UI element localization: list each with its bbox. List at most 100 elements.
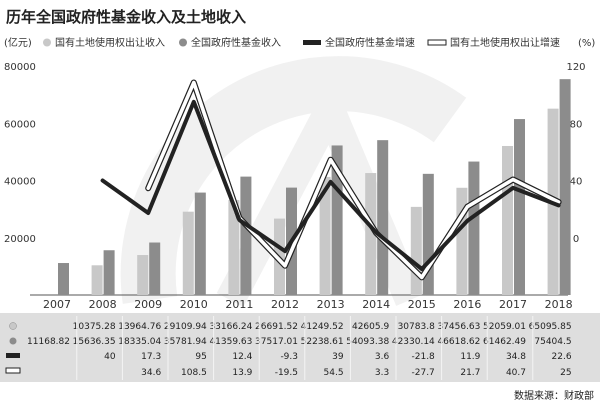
x-tick-label-2007: 2007 [43,298,71,311]
table-cell: -21.8 [412,352,436,362]
table-cell: 11.9 [460,352,480,362]
bar-fund-2015 [422,173,434,295]
table-cell: 42605.9 [352,322,389,332]
table-cell: 12.4 [232,352,252,362]
y-right-tick-label: 80 [570,119,583,130]
table-cell: 22.6 [552,352,572,362]
table-cell: 3.6 [375,352,390,362]
land-growth-line [146,80,561,280]
row-fund-marker [9,337,17,345]
bar-fund-2013 [331,145,343,295]
bar-land-2016 [456,187,468,295]
table-cell: 10375.28 [73,322,116,332]
table-cell: 108.5 [181,368,207,378]
bar-land-2009 [137,255,149,295]
bar-fund-2010 [194,192,206,295]
legend-land-growth-label: 国有土地使用权出让增速 [450,36,560,49]
x-axis-labels: 2007 2008 2009 2010 2011 2012 2013 2014 2015 2016… [43,298,573,311]
legend-fund-growth-marker [303,40,321,45]
y-left-tick-label: 80000 [4,62,36,73]
x-tick-label-2009: 2009 [134,298,162,311]
bar-fund-2016 [468,161,480,295]
legend-land-marker [43,38,51,47]
row-land-marker [9,322,17,330]
table-cell: 13.9 [232,368,252,378]
table-cell: 34.6 [141,368,161,378]
table-cell: 37456.63 [437,322,480,332]
table-cell: 75404.5 [534,337,571,347]
table-cell: 41249.52 [301,322,344,332]
bar-land-2015 [410,206,422,295]
x-tick-label-2017: 2017 [499,298,527,311]
chart-title: 历年全国政府性基金收入及土地收入 [6,8,246,26]
table-cell: 3.3 [375,368,389,378]
data-table-row-markers [5,322,21,374]
legend: (亿元) 国有土地使用权出让收入 全国政府性基金收入 全国政府性基金增速 国有土… [4,36,595,49]
x-tick-label-2013: 2013 [317,298,345,311]
table-cell: 15636.35 [73,337,116,347]
table-cell: 25 [560,368,571,378]
row-land-growth-marker [5,367,21,374]
x-tick-label-2012: 2012 [271,298,299,311]
table-cell: 41359.63 [209,337,252,347]
legend-unit-right: (%) [578,38,595,49]
source-note: 数据来源：财政部 [514,389,594,402]
bar-fund-2017 [514,119,525,295]
y-right-tick-label: 40 [570,177,583,188]
bar-land-2008 [91,265,103,295]
fund-growth-line [100,99,561,271]
y-right-tick-label: 0 [573,234,579,245]
table-cell: 13964.76 [118,322,161,332]
legend-fund-growth-label: 全国政府性基金增速 [325,36,415,49]
table-cell: 39 [332,352,344,362]
x-tick-label-2018: 2018 [545,298,573,311]
data-table: 10375.28 13964.76 29109.94 33166.24 26691.52… [27,316,572,380]
watermark-arc [120,56,467,304]
legend-fund-label: 全国政府性基金收入 [191,36,281,49]
data-table-panel [0,313,600,382]
table-cell: 61462.49 [483,337,526,347]
bar-land-2010 [182,211,194,295]
table-cell: -27.7 [412,368,435,378]
table-cell: 52238.61 [301,337,344,347]
table-cell: -9.3 [280,352,298,362]
table-cell: 35781.94 [164,337,207,347]
bar-fund-2008 [103,250,115,295]
bar-land-2014 [365,173,377,295]
bar-fund-2011 [240,176,252,295]
y-left-tick-label: 20000 [4,234,36,245]
y-axis-right: 0 40 80 120 [566,62,585,245]
bar-land-2013 [319,176,331,295]
table-cell: 40 [104,352,116,362]
x-tick-label-2011: 2011 [225,298,253,311]
table-cell: 29109.94 [164,322,207,332]
y-right-tick-label: 120 [566,62,585,73]
x-tick-label-2014: 2014 [362,298,390,311]
table-cell: 33166.24 [209,322,252,332]
series-land-growth-line [145,79,562,281]
table-cell: 46618.62 [437,337,480,347]
x-tick-label-2010: 2010 [180,298,208,311]
x-tick-label-2016: 2016 [453,298,481,311]
bar-fund-2009 [149,242,161,295]
legend-land-label: 国有土地使用权出让收入 [55,36,165,49]
bar-land-2011 [228,200,240,295]
series-fund-growth-line [100,99,561,271]
table-cell: 37517.01 [255,337,298,347]
table-cell: 42330.14 [392,337,435,347]
x-tick-label-2015: 2015 [408,298,436,311]
table-cell: 65095.85 [529,322,572,332]
bar-land-2017 [502,145,513,295]
table-cell: 34.8 [506,352,526,362]
bar-fund-2018 [559,79,571,295]
table-cell: 95 [195,352,206,362]
table-cell: 40.7 [506,368,526,378]
table-cell: 11168.82 [27,337,70,347]
row-fund-growth-marker [6,353,20,358]
bar-fund-2014 [377,140,389,295]
table-cell: 17.3 [141,352,161,362]
legend-land-growth-marker [427,39,447,46]
x-tick-label-2008: 2008 [89,298,117,311]
